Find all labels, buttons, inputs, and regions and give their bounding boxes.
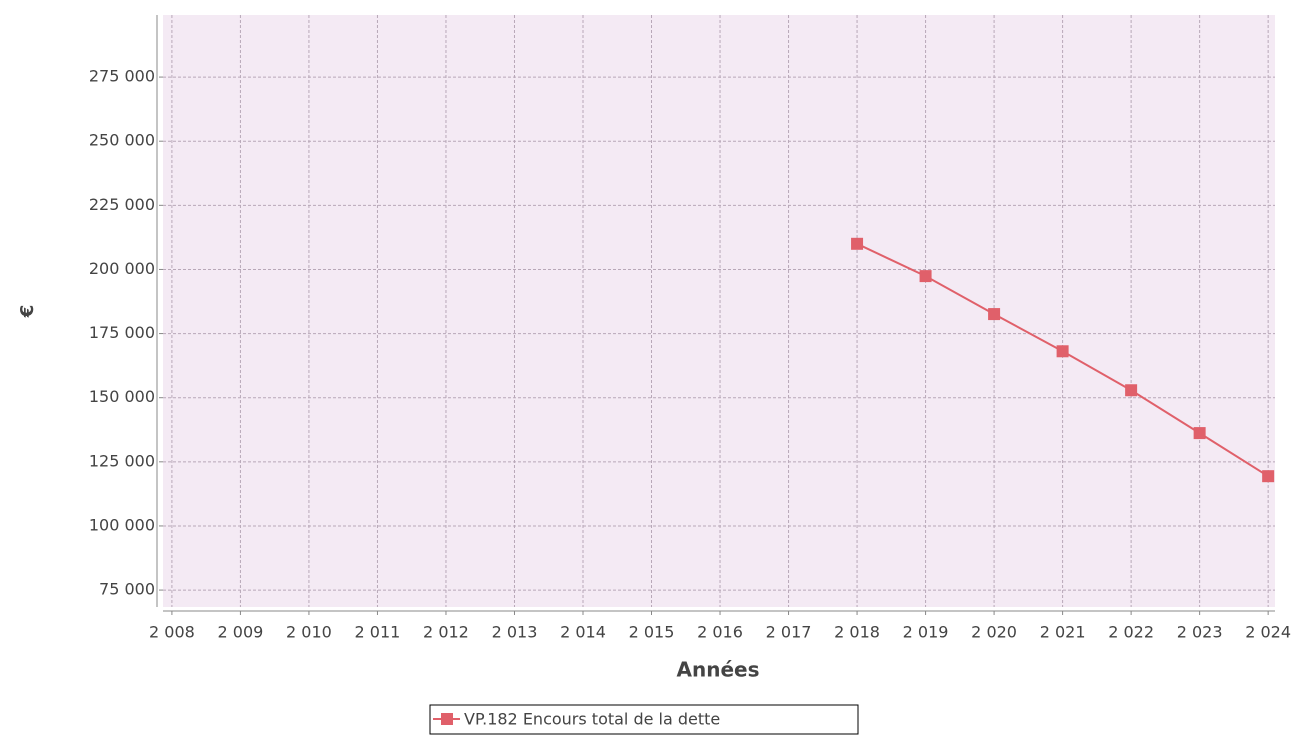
y-tick-label: 125 000 — [89, 451, 155, 470]
data-point — [919, 270, 932, 283]
x-tick-label: 2 008 — [149, 623, 195, 642]
data-point — [1056, 345, 1069, 358]
legend-label: VP.182 Encours total de la dette — [464, 710, 720, 729]
y-tick-label: 200 000 — [89, 259, 155, 278]
legend-marker — [441, 713, 453, 725]
legend-box — [429, 704, 859, 735]
y-tick-label: 75 000 — [99, 580, 155, 599]
plot-background — [163, 15, 1275, 607]
data-point — [1262, 470, 1275, 483]
x-tick-label: 2 020 — [971, 623, 1017, 642]
x-tick-label: 2 021 — [1040, 623, 1086, 642]
y-axis-label: € — [17, 305, 38, 319]
x-tick-label: 2 016 — [697, 623, 743, 642]
y-tick-label: 250 000 — [89, 131, 155, 150]
y-tick-label: 175 000 — [89, 323, 155, 342]
x-tick-label: 2 013 — [492, 623, 538, 642]
x-tick-label: 2 019 — [903, 623, 949, 642]
x-tick-label: 2 024 — [1245, 623, 1291, 642]
y-tick-label: 225 000 — [89, 195, 155, 214]
data-point — [851, 237, 864, 250]
x-tick-label: 2 012 — [423, 623, 469, 642]
y-tick-label: 275 000 — [89, 67, 155, 86]
y-tick-label: 100 000 — [89, 515, 155, 534]
x-tick-label: 2 023 — [1177, 623, 1223, 642]
x-tick-label: 2 011 — [355, 623, 401, 642]
x-tick-label: 2 022 — [1108, 623, 1154, 642]
x-tick-label: 2 018 — [834, 623, 880, 642]
x-tick-label: 2 015 — [629, 623, 675, 642]
x-tick-label: 2 014 — [560, 623, 606, 642]
x-axis-label: Années — [677, 658, 760, 682]
data-point — [1125, 384, 1138, 397]
y-tick-label: 150 000 — [89, 387, 155, 406]
data-point — [1193, 427, 1206, 440]
x-tick-label: 2 009 — [218, 623, 264, 642]
x-tick-label: 2 017 — [766, 623, 812, 642]
data-point — [988, 308, 1001, 321]
x-tick-label: 2 010 — [286, 623, 332, 642]
